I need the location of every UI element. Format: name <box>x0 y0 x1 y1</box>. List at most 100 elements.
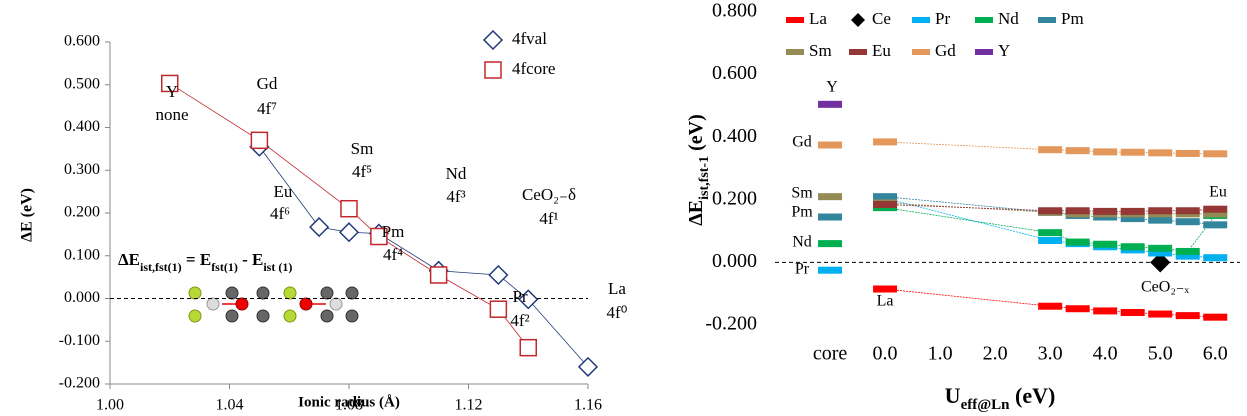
annotation: 4f³ <box>446 187 465 206</box>
legend-symbol <box>912 17 930 23</box>
series-line <box>259 147 588 367</box>
dash-marker <box>873 193 897 200</box>
y-tick-label: 0.800 <box>712 0 757 22</box>
x-tick-label: 1.0 <box>928 343 953 365</box>
dash-marker <box>1176 207 1200 214</box>
dash-marker <box>1038 207 1062 214</box>
dash-marker <box>1093 307 1117 314</box>
annotation: Sm <box>791 185 813 202</box>
legend-label: Y <box>998 41 1010 60</box>
dash-marker <box>873 201 897 208</box>
dash-marker <box>1066 239 1090 246</box>
x-tick-label: 1.00 <box>96 397 124 414</box>
annotation: 4f⁴ <box>383 245 403 264</box>
annotation: Y <box>166 82 178 101</box>
x-tick-label: 2.0 <box>983 343 1008 365</box>
dash-marker <box>818 193 842 200</box>
y-tick-label: 0.500 <box>64 75 100 92</box>
legend-label: Nd <box>998 9 1019 28</box>
x-tick-label: 0.0 <box>873 343 898 365</box>
annotation: 4f⁷ <box>257 99 277 118</box>
dash-marker <box>818 214 842 221</box>
diamond-marker <box>310 218 328 236</box>
x-tick-label: 4.0 <box>1093 343 1118 365</box>
legend-label: Gd <box>935 41 956 60</box>
x-tick-label: 1.16 <box>574 397 602 414</box>
dash-marker <box>1066 207 1090 214</box>
y-tick-label: 0.000 <box>64 289 100 306</box>
x-axis-label-part: U <box>945 383 961 408</box>
legend-symbol <box>912 49 930 55</box>
dash-marker <box>1038 146 1062 153</box>
dash-marker <box>1121 208 1145 215</box>
annotation: Eu <box>1209 184 1227 201</box>
legend-symbol <box>1038 17 1056 23</box>
y-axis-label: ΔEist,fst-1 (eV) <box>685 114 712 225</box>
y-tick-label: 0.600 <box>64 33 100 50</box>
dash-marker <box>1121 309 1145 316</box>
dash-marker <box>1148 245 1172 252</box>
dash-marker <box>1148 149 1172 156</box>
annotation: Nd <box>446 164 467 183</box>
equation-part: fst(1) <box>211 260 238 274</box>
y-tick-label: 0.600 <box>712 62 757 84</box>
annotation: Gd <box>257 74 278 93</box>
annotation: Pr <box>512 287 527 306</box>
annotation: none <box>155 105 188 124</box>
legend-label: Eu <box>872 41 891 60</box>
legend-symbol <box>849 49 867 55</box>
dash-marker <box>873 286 897 293</box>
dash-marker <box>1176 218 1200 225</box>
legend-label: 4fval <box>512 29 547 48</box>
annotation: 4f¹ <box>539 209 558 228</box>
dash-marker <box>1038 237 1062 244</box>
square-marker <box>490 301 506 317</box>
dash-marker <box>1203 221 1227 228</box>
y-tick-label: -0.200 <box>705 313 757 335</box>
x-tick-label: 5.0 <box>1148 343 1173 365</box>
dash-marker <box>1093 148 1117 155</box>
square-marker <box>341 201 357 217</box>
dash-marker <box>818 267 842 274</box>
dash-marker <box>818 240 842 247</box>
x-tick-label: 1.12 <box>455 397 483 414</box>
dash-marker <box>1148 207 1172 214</box>
x-axis-label: Ueff@Ln (eV) <box>945 383 1056 413</box>
annotation: 4f⁰ <box>607 303 628 322</box>
annotation: Y <box>826 79 838 96</box>
equation: ΔEist,fst(1) = Efst(1) - Eist (1) <box>118 250 292 274</box>
y-tick-label: 0.400 <box>712 125 757 147</box>
dash-marker <box>1093 241 1117 248</box>
dash-marker <box>1176 150 1200 157</box>
dash-marker <box>818 101 842 108</box>
dash-marker <box>1203 150 1227 157</box>
dash-marker <box>1038 229 1062 236</box>
x-axis-label: Ionic radius (Å) <box>298 394 400 410</box>
annotation: La <box>877 293 894 310</box>
annotation: 4f⁶ <box>270 204 290 223</box>
y-tick-label: 0.000 <box>712 250 757 272</box>
dash-marker <box>1121 149 1145 156</box>
equation-part: ΔE <box>118 250 140 269</box>
legend-label: Ce <box>872 9 891 28</box>
legend-symbol <box>975 17 993 23</box>
annotation: La <box>608 279 626 298</box>
square-marker <box>251 132 267 148</box>
dash-marker <box>1176 312 1200 319</box>
annotation: 4f⁵ <box>352 162 372 181</box>
y-tick-label: 0.400 <box>64 118 100 135</box>
dash-marker <box>1176 248 1200 255</box>
inset-structure <box>189 287 358 322</box>
legend-symbol <box>786 17 804 23</box>
x-tick-label: core <box>813 343 848 365</box>
equation-part: ist (1) <box>263 260 292 274</box>
annotation: Nd <box>792 234 812 251</box>
x-tick-label: 1.04 <box>216 397 244 414</box>
equation-part: - E <box>238 250 264 269</box>
y-axis-label: ΔE (eV) <box>19 188 36 242</box>
dash-marker <box>1203 314 1227 321</box>
diamond-marker <box>579 358 597 376</box>
dash-marker <box>1203 206 1227 213</box>
dash-marker <box>1148 217 1172 224</box>
legend-label: La <box>809 9 827 28</box>
